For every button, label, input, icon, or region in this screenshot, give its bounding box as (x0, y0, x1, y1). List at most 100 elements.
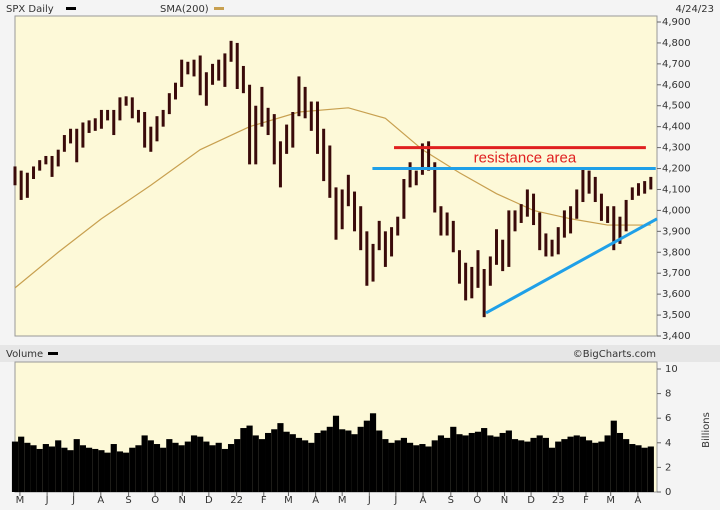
volume-bar (623, 439, 630, 492)
x-tick-label: D (527, 495, 535, 506)
volume-header (0, 345, 720, 362)
volume-bar (400, 437, 407, 492)
volume-bar (178, 445, 185, 492)
volume-bar (289, 434, 296, 492)
volume-bar (215, 442, 222, 492)
x-tick-label: A (634, 495, 641, 506)
volume-bar (258, 439, 266, 492)
volume-bar (351, 434, 358, 492)
volume-bar (530, 437, 537, 492)
volume-bar (67, 450, 74, 492)
volume-bar (573, 435, 580, 492)
volume-bar (493, 436, 500, 492)
volume-bar (166, 439, 173, 492)
trend-line (485, 217, 658, 315)
volume-bar (234, 439, 241, 492)
volume-bar (548, 447, 556, 492)
volume-bar (456, 434, 463, 492)
volume-bar (48, 446, 56, 492)
x-tick-label: D (205, 495, 213, 506)
volume-bar (246, 425, 253, 492)
volume-bar (277, 423, 284, 492)
y-tick-label: 3,600 (662, 289, 691, 300)
y-tick-label: 3,500 (662, 310, 691, 321)
volume-bar (524, 441, 531, 492)
y-tick-label: 4,100 (662, 184, 691, 195)
y-tick-label: 10 (665, 364, 678, 375)
volume-bar (30, 445, 37, 492)
volume-bar (567, 436, 574, 492)
volume-bar (604, 435, 611, 492)
x-tick-label: A (312, 495, 319, 506)
y-tick-label: 3,800 (662, 247, 691, 258)
volume-bar (116, 451, 124, 492)
volume-bar (505, 430, 512, 492)
x-tick-label: O (151, 495, 159, 506)
volume-bar (184, 441, 191, 492)
volume-bar (98, 450, 105, 492)
volume-bar (647, 446, 654, 492)
volume-bar (326, 426, 333, 492)
y-tick-label: 4,500 (662, 101, 691, 112)
volume-bar (369, 413, 377, 492)
y-tick-label: 2 (665, 462, 671, 473)
volume-bar (474, 431, 482, 492)
volume-bar (388, 442, 395, 492)
x-tick-label: M (16, 495, 25, 506)
volume-bar (147, 440, 154, 492)
x-tick-label: 22 (230, 495, 243, 506)
volume-bar (197, 436, 204, 492)
volume-bar (425, 446, 432, 492)
x-tick-label: J (71, 495, 75, 506)
x-tick-label: J (45, 495, 49, 506)
volume-bar (376, 430, 383, 492)
legend-swatch (66, 7, 76, 10)
volume-bar (283, 431, 290, 492)
volume-bar (586, 440, 593, 492)
annotation: resistance area (474, 150, 577, 167)
x-tick-label: F (261, 495, 267, 506)
legend-label: SPX Daily (6, 4, 54, 15)
volume-bar (141, 435, 148, 492)
volume-bar (561, 439, 568, 492)
volume-bar (36, 448, 43, 492)
x-tick-label: S (448, 495, 454, 506)
y-tick-label: 4,200 (662, 164, 691, 175)
volume-bar (135, 445, 142, 492)
x-tick-label: J (393, 495, 397, 506)
y-tick-label: 4,600 (662, 80, 691, 91)
volume-bar (616, 432, 624, 492)
y-tick-label: 0 (665, 487, 671, 498)
volume-bar (79, 445, 86, 492)
volume-bar (363, 420, 370, 492)
x-tick-label: J (367, 495, 371, 506)
volume-bar (92, 448, 99, 492)
volume-bar (555, 441, 562, 492)
volume-bar (499, 432, 506, 492)
volume-bar (190, 435, 198, 492)
volume-bar (468, 432, 475, 492)
y-tick-label: 4,400 (662, 122, 691, 133)
volume-bar (123, 452, 130, 492)
volume-bar (302, 440, 309, 492)
volume-bar (221, 448, 228, 492)
volume-bar (18, 436, 25, 492)
volume-bar (641, 447, 648, 492)
volume-bar (172, 442, 179, 492)
volume-bar (413, 445, 420, 492)
date: 4/24/23 (675, 4, 714, 15)
source: ©BigCharts.com (573, 349, 656, 360)
y-tick-label: 4,800 (662, 38, 691, 49)
x-tick-label: N (179, 495, 186, 506)
volume-bar (252, 435, 259, 492)
volume-bar (406, 442, 414, 492)
volume-bar (271, 429, 278, 492)
volume-bar (357, 426, 364, 492)
y-tick-label: 4,300 (662, 143, 691, 154)
volume-bar (209, 445, 216, 492)
y-tick-label: 4,000 (662, 205, 691, 216)
volume-bar (511, 439, 519, 492)
x-tick-label: 23 (552, 495, 565, 506)
volume-bar (265, 432, 272, 492)
